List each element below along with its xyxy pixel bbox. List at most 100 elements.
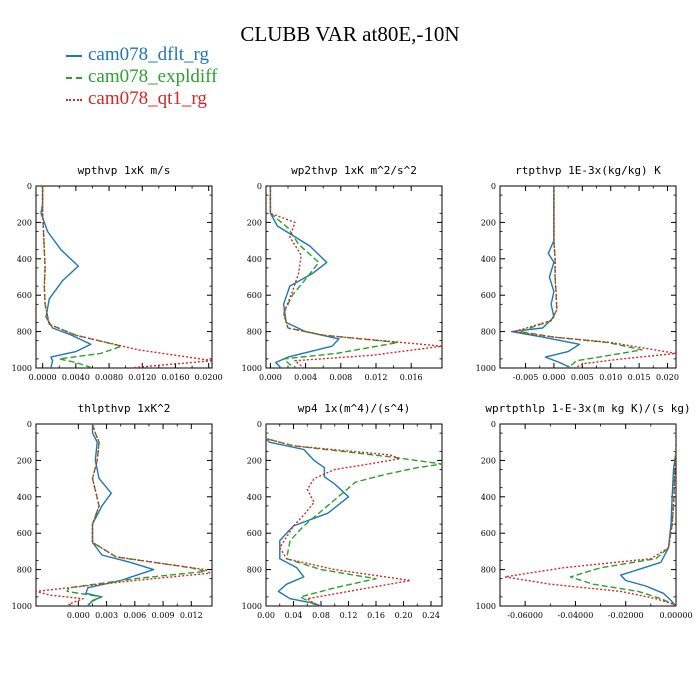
y-tick-label: 1000 (476, 364, 496, 373)
x-tick-label: 0.009 (152, 611, 175, 620)
series-line-qt1 (504, 424, 676, 606)
x-tick-label: 0.12 (340, 611, 358, 620)
x-tick-label: 0.010 (599, 373, 622, 382)
y-tick-label: 200 (17, 456, 32, 465)
series-line-qt1 (266, 424, 412, 606)
x-tick-label: 0.015 (628, 373, 651, 382)
series-line-dflt (40, 186, 92, 368)
x-tick-label: 0.004 (294, 373, 317, 382)
y-tick-label: 0 (491, 182, 496, 191)
x-tick-label: 0.012 (365, 373, 388, 382)
panel-title: wp2thvp 1xK m^2/s^2 (291, 164, 417, 177)
y-tick-label: 400 (247, 255, 262, 264)
x-tick-label: 0.0000 (29, 373, 57, 382)
y-tick-label: 400 (247, 493, 262, 502)
x-tick-label: 0.000 (259, 373, 282, 382)
panel-3: rtpthvp 1E-3x(kg/kg) K 0 200 400 600 800 1000 -… (476, 164, 679, 382)
panel-4: thlpthvp 1xK^2 0 200 400 600 800 1000 0.000 0.00… (12, 402, 213, 620)
y-tick-label: 200 (481, 456, 496, 465)
legend-item-qt1: cam078_qt1_rg (66, 88, 217, 110)
y-tick-label: 200 (481, 218, 496, 227)
panel-title: wp4 1x(m^4)/(s^4) (298, 402, 411, 415)
figure-title: CLUBB VAR at80E,-10N (240, 22, 460, 46)
x-tick-label: 0.00000 (659, 611, 692, 620)
y-tick-label: 400 (481, 493, 496, 502)
series-line-expldiff (569, 424, 676, 606)
y-tick-label: 600 (247, 291, 262, 300)
y-tick-label: 400 (17, 493, 32, 502)
series-line-expldiff (66, 424, 207, 606)
legend-label: cam078_expldiff (88, 66, 218, 87)
plot-frame (265, 185, 443, 369)
x-tick-label: 0.0200 (195, 373, 223, 382)
x-tick-label: 0.003 (95, 611, 118, 620)
x-tick-label: 0.020 (656, 373, 679, 382)
x-tick-label: 0.0080 (95, 373, 123, 382)
y-tick-label: 400 (481, 255, 496, 264)
x-tick-label: 0.000 (67, 611, 90, 620)
x-tick-label: -0.005 (513, 373, 539, 382)
legend: cam078_dflt_rg cam078_expldiff cam078_qt… (66, 44, 217, 110)
series-line-expldiff (266, 424, 442, 606)
series-line-expldiff (519, 186, 643, 368)
series-line-dflt (85, 424, 155, 606)
y-tick-label: 200 (17, 218, 32, 227)
x-tick-label: 0.012 (180, 611, 203, 620)
y-tick-label: 600 (17, 291, 32, 300)
y-tick-label: 1000 (12, 364, 32, 373)
plot-frame (265, 423, 443, 607)
y-tick-label: 800 (247, 328, 262, 337)
y-tick-label: 600 (481, 291, 496, 300)
series-line-dflt (266, 424, 350, 606)
x-tick-label: 0.0120 (128, 373, 156, 382)
y-tick-label: 600 (17, 529, 32, 538)
y-tick-label: 1000 (242, 364, 262, 373)
legend-swatch (66, 99, 82, 101)
plot-frame (35, 185, 213, 369)
x-tick-label: 0.005 (571, 373, 594, 382)
x-tick-label: 0.00 (257, 611, 275, 620)
series-line-dflt (269, 186, 340, 368)
legend-label: cam078_dflt_rg (88, 44, 210, 65)
series-line-qt1 (41, 186, 212, 368)
y-tick-label: 1000 (476, 602, 496, 611)
y-tick-label: 600 (247, 529, 262, 538)
x-tick-label: 0.006 (123, 611, 146, 620)
y-tick-label: 0 (257, 182, 262, 191)
y-tick-label: 800 (17, 328, 32, 337)
panel-title: thlpthvp 1xK^2 (78, 402, 171, 415)
y-tick-label: 0 (257, 420, 262, 429)
y-tick-label: 800 (17, 566, 32, 575)
y-tick-label: 1000 (242, 602, 262, 611)
plot-frame (499, 423, 677, 607)
series-line-expldiff (269, 186, 399, 368)
y-tick-label: 400 (17, 255, 32, 264)
x-tick-label: -0.06000 (507, 611, 543, 620)
legend-label: cam078_qt1_rg (88, 88, 207, 109)
y-tick-label: 200 (247, 218, 262, 227)
panel-title: wprtpthlp 1-E-3x(m kg K)/(s kg) (485, 402, 690, 415)
y-tick-label: 1000 (12, 602, 32, 611)
y-tick-label: 800 (247, 566, 262, 575)
y-tick-label: 0 (27, 420, 32, 429)
legend-swatch (66, 55, 82, 57)
x-tick-label: 0.008 (329, 373, 352, 382)
panel-title: wpthvp 1xK m/s (78, 164, 171, 177)
legend-item-dflt: cam078_dflt_rg (66, 44, 217, 66)
y-tick-label: 0 (491, 420, 496, 429)
plot-frame (499, 185, 677, 369)
x-tick-label: 0.0160 (161, 373, 189, 382)
x-tick-label: -0.02000 (608, 611, 644, 620)
y-tick-label: 200 (247, 456, 262, 465)
y-tick-label: 600 (481, 529, 496, 538)
x-tick-label: 0.16 (367, 611, 385, 620)
x-tick-label: 0.04 (285, 611, 303, 620)
series-line-dflt (620, 424, 676, 606)
series-line-qt1 (269, 186, 442, 368)
x-tick-label: -0.04000 (558, 611, 594, 620)
x-tick-label: 0.016 (400, 373, 423, 382)
legend-swatch (66, 77, 82, 79)
